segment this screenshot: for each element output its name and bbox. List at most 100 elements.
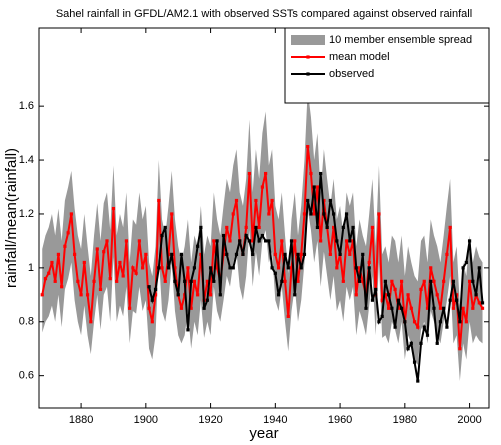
series-marker	[163, 225, 167, 230]
x-tick-label: 1900	[134, 414, 158, 426]
series-marker	[432, 279, 436, 283]
series-marker	[231, 212, 235, 216]
y-tick-label: 1	[28, 262, 34, 274]
x-tick-label: 1920	[198, 414, 222, 426]
series-marker	[390, 306, 394, 310]
series-marker	[264, 239, 268, 243]
series-marker	[166, 266, 171, 270]
series-marker	[416, 379, 420, 383]
series-marker	[270, 266, 274, 270]
series-marker	[332, 225, 336, 230]
series-marker	[328, 252, 332, 256]
series-marker	[251, 239, 255, 243]
series-marker	[153, 287, 158, 292]
series-marker	[131, 266, 135, 270]
series-marker	[296, 252, 300, 256]
series-marker	[183, 279, 187, 283]
series-marker	[354, 266, 358, 270]
series-marker	[471, 306, 475, 310]
series-marker	[399, 306, 404, 310]
series-marker	[56, 252, 61, 256]
series-marker	[422, 279, 426, 283]
y-tick-label: 1.6	[19, 100, 34, 112]
series-marker	[260, 185, 264, 189]
series-marker	[150, 298, 154, 302]
series-marker	[218, 293, 222, 297]
series-marker	[140, 266, 145, 270]
series-marker	[328, 198, 332, 203]
series-marker	[312, 212, 316, 216]
series-marker	[351, 239, 355, 243]
series-marker	[367, 260, 371, 265]
series-marker	[370, 225, 375, 230]
series-marker	[60, 285, 64, 289]
series-marker	[448, 225, 452, 230]
series-marker	[296, 279, 300, 283]
series-marker	[179, 306, 184, 310]
series-marker	[351, 225, 355, 230]
series-marker	[319, 239, 323, 243]
series-marker	[98, 287, 103, 292]
series-marker	[387, 293, 391, 297]
series-marker	[299, 266, 303, 270]
series-marker	[309, 212, 313, 216]
series-marker	[341, 279, 345, 283]
series-marker	[302, 252, 307, 256]
series-marker	[367, 266, 371, 270]
series-marker	[442, 306, 446, 310]
series-marker	[380, 314, 384, 318]
series-marker	[247, 171, 252, 176]
series-marker	[332, 212, 336, 216]
x-axis-label: year	[249, 425, 278, 442]
series-marker	[315, 185, 320, 189]
series-marker	[202, 306, 206, 310]
series-marker	[467, 239, 472, 243]
x-tick-label: 1940	[263, 414, 287, 426]
series-marker	[92, 279, 96, 283]
series-marker	[205, 298, 209, 302]
series-marker	[370, 298, 375, 302]
series-marker	[238, 239, 242, 243]
series-marker	[95, 247, 99, 251]
series-marker	[254, 198, 258, 203]
series-marker	[474, 293, 478, 297]
series-marker	[467, 279, 472, 283]
series-marker	[445, 325, 449, 329]
x-tick-label: 2000	[457, 414, 481, 426]
series-marker	[377, 212, 381, 216]
series-marker	[344, 212, 349, 216]
y-tick-label: 1.4	[19, 154, 34, 166]
series-marker	[276, 266, 281, 270]
series-marker	[186, 328, 190, 332]
x-tick-label: 1960	[328, 414, 352, 426]
x-tick-label: 1880	[69, 414, 93, 426]
series-marker	[225, 252, 229, 256]
series-marker	[147, 306, 151, 310]
y-tick-label: 1.2	[19, 208, 34, 220]
series-marker	[73, 252, 77, 256]
series-marker	[286, 266, 290, 270]
series-marker	[477, 266, 481, 270]
series-marker	[361, 252, 365, 256]
series-marker	[53, 279, 57, 283]
series-marker	[69, 212, 73, 216]
series-marker	[251, 252, 255, 256]
series-marker	[322, 198, 326, 203]
series-marker	[221, 252, 226, 256]
series-marker	[312, 185, 316, 189]
series-marker	[419, 341, 423, 345]
series-marker	[134, 271, 138, 275]
series-marker	[270, 198, 274, 203]
series-marker	[173, 279, 177, 283]
series-marker	[40, 293, 44, 297]
series-marker	[170, 252, 174, 256]
plot-frame	[38, 27, 490, 409]
series-marker	[257, 239, 261, 243]
series-marker	[448, 298, 452, 302]
series-marker	[286, 314, 290, 318]
series-marker	[89, 320, 93, 324]
series-marker	[160, 233, 164, 238]
series-marker	[461, 306, 465, 310]
series-marker	[361, 279, 365, 283]
series-marker	[199, 225, 203, 230]
